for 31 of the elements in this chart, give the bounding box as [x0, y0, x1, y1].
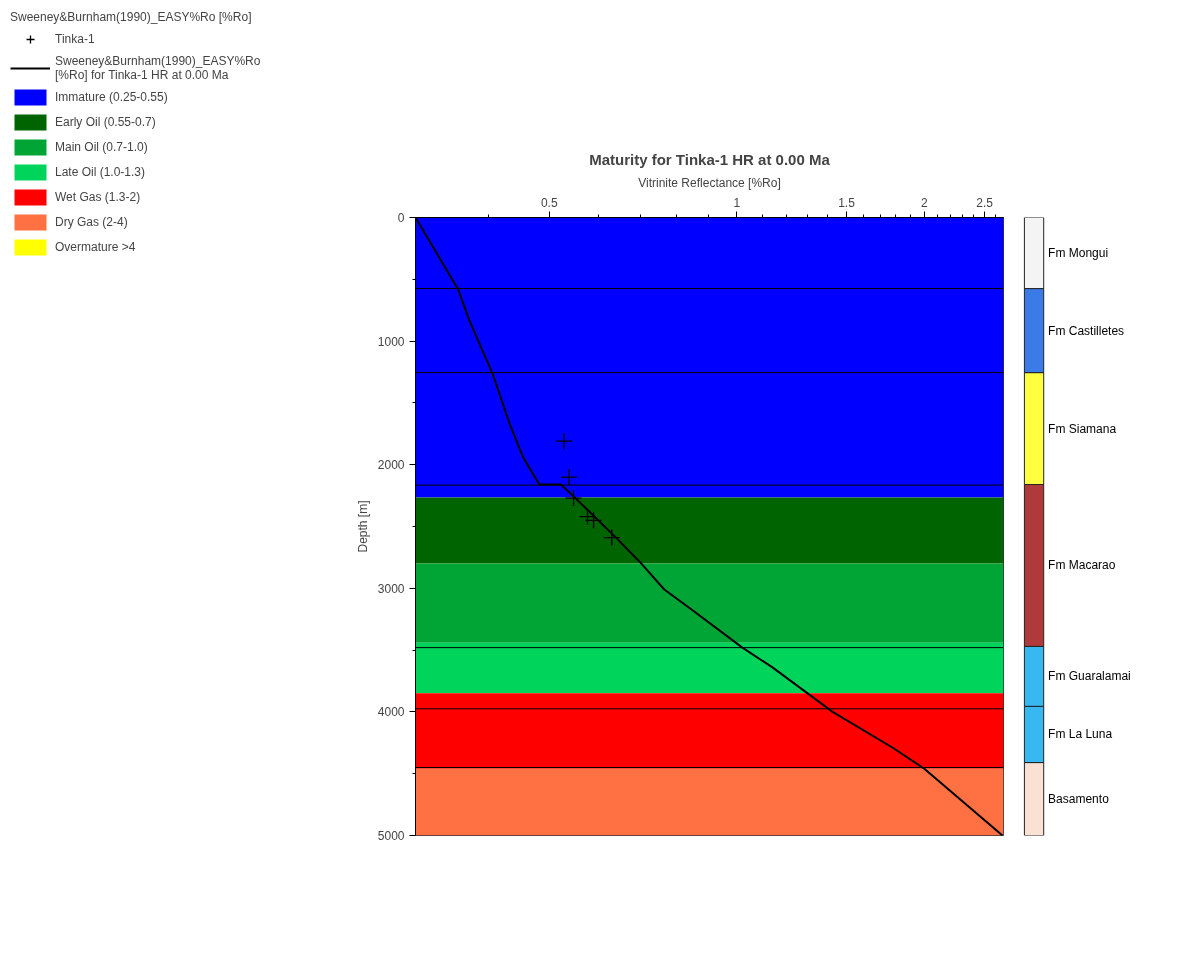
legend-label: Dry Gas (2-4) — [55, 214, 128, 231]
legend-label: Overmature >4 — [55, 239, 136, 256]
series-label: Fm Mongui — [1048, 246, 1109, 261]
series-label: Fm La Luna — [1048, 727, 1113, 742]
legend-label: Tinka-1 — [55, 31, 95, 48]
series-label: Fm Siamana — [1048, 421, 1117, 436]
x-tick-label: 2.5 — [976, 195, 994, 210]
x-tick-label: 1.5 — [838, 195, 856, 210]
y-tick-label: 5000 — [377, 829, 405, 843]
y-tick-label: 0 — [397, 211, 405, 225]
y-tick-label: 2000 — [377, 458, 405, 473]
series-label: Fm Castilletes — [1048, 323, 1125, 338]
y-axis-title: Depth [m] — [355, 500, 370, 553]
legend-label: Early Oil (0.55-0.7) — [55, 114, 156, 131]
legend-label: Late Oil (1.0-1.3) — [55, 164, 146, 181]
legend-label: Wet Gas (1.3-2) — [55, 189, 141, 206]
chart-title: Maturity for Tinka-1 HR at 0.00 Ma — [589, 150, 831, 168]
x-axis-title: Vitrinite Reflectance [%Ro] — [638, 175, 781, 190]
legend-label: Sweeney&Burnham(1990)_EASY%Ro [%Ro] for Tinka-1 HR at 0.00 Ma — [55, 54, 261, 82]
y-tick-label: 1000 — [377, 334, 405, 349]
x-tick-label: 0.5 — [540, 195, 558, 210]
series-label: Basamento — [1048, 792, 1110, 807]
y-tick-label: 4000 — [377, 705, 405, 720]
series-label: Fm Guaralamai — [1048, 669, 1131, 684]
x-tick-label: 2 — [920, 195, 928, 210]
legend-label: Immature (0.25-0.55) — [55, 89, 168, 106]
x-tick-label: 1 — [733, 195, 741, 210]
y-tick-label: 3000 — [377, 581, 405, 596]
series-label: Fm Macarao — [1048, 558, 1116, 573]
legend-label: Main Oil (0.7-1.0) — [55, 139, 148, 156]
legend-title: Sweeney&Burnham(1990)_EASY%Ro [%Ro] — [10, 10, 253, 24]
